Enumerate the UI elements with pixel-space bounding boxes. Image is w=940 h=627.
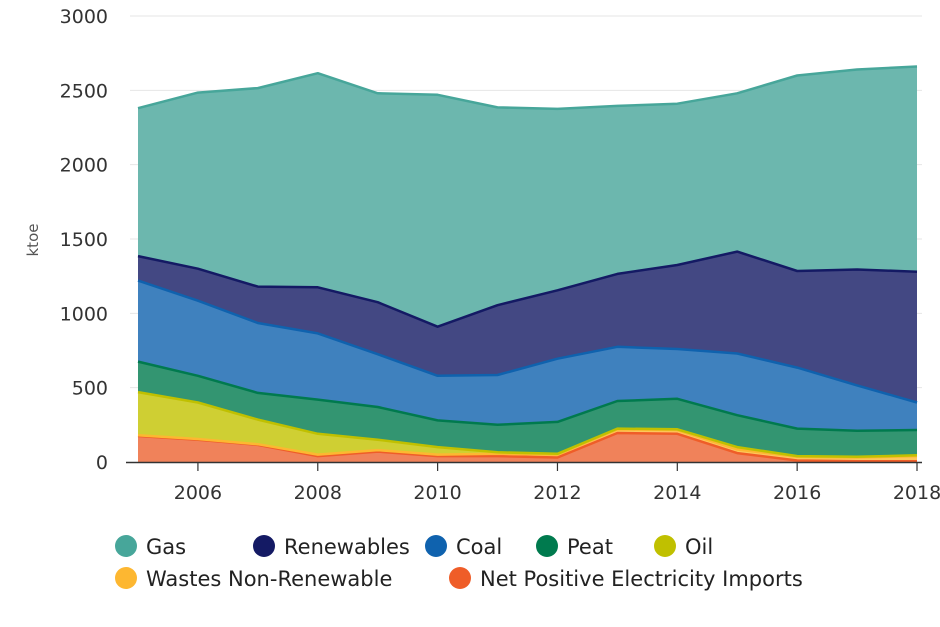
area-series	[138, 66, 917, 462]
area-peat	[138, 361, 917, 457]
legend-item-oil[interactable]: Oil	[654, 535, 713, 559]
y-tick-label: 3000	[60, 6, 108, 28]
legend-swatch	[115, 535, 137, 557]
legend-label: Wastes Non-Renewable	[146, 567, 392, 591]
y-tick-label: 0	[96, 452, 108, 474]
legend: Gas Renewables Coal Peat Oil Wastes Non-Renew…	[115, 535, 803, 591]
legend-swatch	[425, 535, 447, 557]
x-tick-label: 2018	[893, 482, 940, 504]
legend-label: Gas	[146, 535, 186, 559]
legend-item-renewables[interactable]: Renewables	[253, 535, 410, 559]
legend-swatch	[536, 535, 558, 557]
x-tick-label: 2010	[413, 482, 461, 504]
x-tick-label: 2008	[294, 482, 342, 504]
line-gas	[137, 65, 918, 111]
legend-item-coal[interactable]: Coal	[425, 535, 502, 559]
area-renewables	[138, 251, 917, 403]
legend-label: Renewables	[284, 535, 410, 559]
y-tick-label: 500	[72, 378, 108, 400]
line-oil	[137, 390, 918, 459]
y-tick-label: 2000	[60, 155, 108, 177]
legend-swatch	[449, 567, 471, 589]
legend-item-gas[interactable]: Gas	[115, 535, 186, 559]
x-tick-label: 2012	[533, 482, 581, 504]
x-tick-label: 2006	[174, 482, 222, 504]
x-tick-label: 2014	[653, 482, 701, 504]
legend-label: Peat	[567, 535, 613, 559]
x-tick-label: 2016	[773, 482, 821, 504]
line-coal	[137, 279, 918, 404]
axes: 0 500 1000 1500 2000 2500 3000 2006 2008 2010 2012…	[60, 6, 940, 504]
legend-label: Oil	[685, 535, 713, 559]
y-tick-label: 1000	[60, 303, 108, 325]
legend-swatch	[253, 535, 275, 557]
y-axis-label: ktoe	[24, 224, 42, 257]
line-renewables	[137, 250, 918, 328]
area-coal	[138, 280, 917, 431]
series-lines	[137, 65, 918, 463]
legend-label: Coal	[456, 535, 502, 559]
area-gas	[138, 66, 917, 327]
legend-swatch	[654, 535, 676, 557]
area-oil	[138, 392, 917, 458]
legend-item-peat[interactable]: Peat	[536, 535, 613, 559]
y-tick-label: 1500	[60, 229, 108, 251]
area-net-positive-electricity-imports	[138, 433, 917, 462]
legend-item-net-positive-electricity-imports[interactable]: Net Positive Electricity Imports	[449, 567, 803, 591]
line-peat	[137, 360, 918, 433]
y-tick-label: 2500	[60, 80, 108, 102]
legend-swatch	[115, 567, 137, 589]
legend-item-wastes-non-renewable[interactable]: Wastes Non-Renewable	[115, 567, 392, 591]
legend-label: Net Positive Electricity Imports	[480, 567, 803, 591]
